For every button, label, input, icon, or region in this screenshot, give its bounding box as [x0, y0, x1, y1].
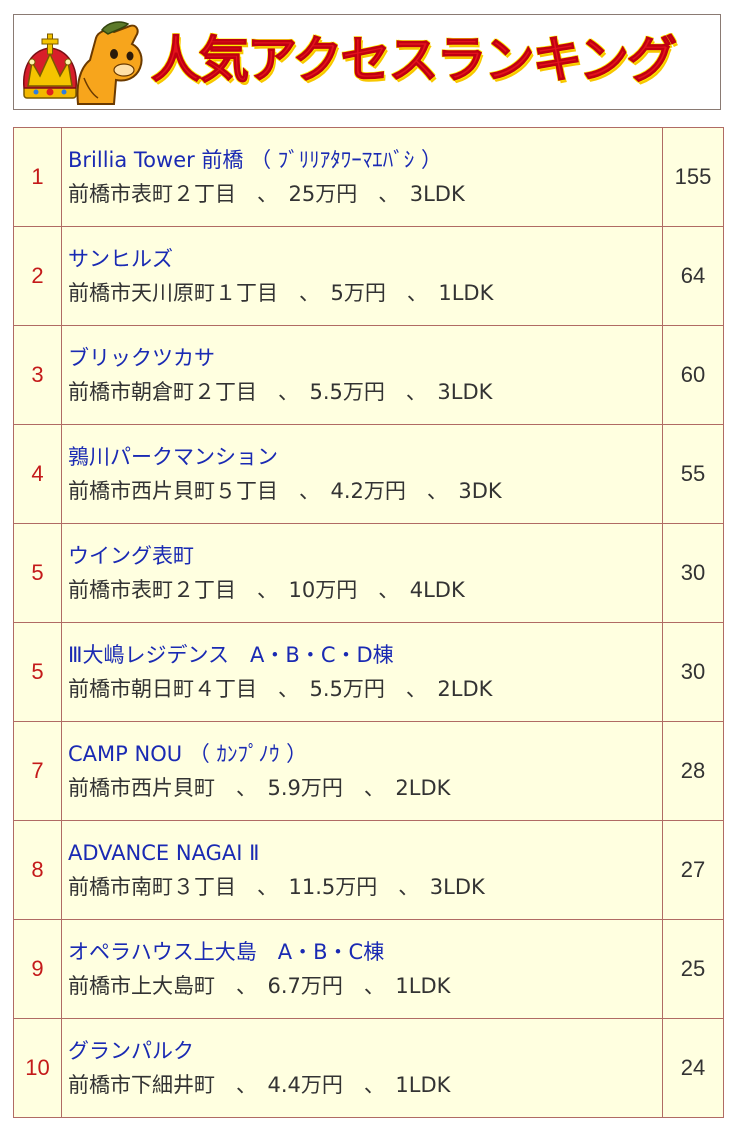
rank-number: 3 — [13, 325, 62, 425]
property-detail: 前橋市上大島町 、 6.7万円 、 1LDK — [68, 974, 451, 998]
ranking-row[interactable]: 8 ADVANCE NAGAI Ⅱ 前橋市南町３丁目 、 11.5万円 、 3LDK… — [13, 820, 724, 920]
ranking-table-body: 1 Brillia Tower 前橋 （ ﾌﾞﾘﾘｱﾀﾜｰﾏｴﾊﾞｼ ） 前橋市表町… — [13, 127, 724, 1118]
property-info-cell: グランパルク前橋市下細井町 、 4.4万円 、 1LDK — [61, 1018, 663, 1118]
access-count: 24 — [662, 1018, 724, 1118]
rank-number: 10 — [13, 1018, 62, 1118]
property-name-link[interactable]: オペラハウス上大島 A・B・C棟 — [68, 940, 385, 964]
property-info-cell: ADVANCE NAGAI Ⅱ 前橋市南町３丁目 、 11.5万円 、 3LDK — [61, 820, 663, 920]
property-info-cell: Brillia Tower 前橋 （ ﾌﾞﾘﾘｱﾀﾜｰﾏｴﾊﾞｼ ） 前橋市表町２… — [61, 127, 663, 227]
property-detail: 前橋市南町３丁目 、 11.5万円 、 3LDK — [68, 875, 485, 899]
access-count: 30 — [662, 523, 724, 623]
access-count: 64 — [662, 226, 724, 326]
rank-number: 2 — [13, 226, 62, 326]
property-name-link[interactable]: Ⅲ大嶋レジデンス A・B・C・D棟 — [68, 643, 394, 667]
property-name-link[interactable]: CAMP NOU （ ｶﾝﾌﾟﾉｳ ） — [68, 742, 308, 766]
property-detail: 前橋市下細井町 、 4.4万円 、 1LDK — [68, 1073, 451, 1097]
rank-number: 9 — [13, 919, 62, 1019]
ranking-banner: 人気アクセスランキング — [13, 14, 721, 110]
property-info-cell: CAMP NOU （ ｶﾝﾌﾟﾉｳ ） 前橋市西片貝町 、 5.9万円 、 2LD… — [61, 721, 663, 821]
ranking-table: 1 Brillia Tower 前橋 （ ﾌﾞﾘﾘｱﾀﾜｰﾏｴﾊﾞｼ ） 前橋市表町… — [13, 127, 724, 1118]
property-info-cell: ブリックツカサ前橋市朝倉町２丁目 、 5.5万円 、 3LDK — [61, 325, 663, 425]
property-info-cell: サンヒルズ前橋市天川原町１丁目 、 5万円 、 1LDK — [61, 226, 663, 326]
banner-title: 人気アクセスランキング — [151, 31, 678, 90]
property-detail: 前橋市朝日町４丁目 、 5.5万円 、 2LDK — [68, 677, 493, 701]
property-name-link[interactable]: ADVANCE NAGAI Ⅱ — [68, 841, 260, 865]
property-info-cell: Ⅲ大嶋レジデンス A・B・C・D棟前橋市朝日町４丁目 、 5.5万円 、 2LD… — [61, 622, 663, 722]
rank-number: 7 — [13, 721, 62, 821]
access-count: 155 — [662, 127, 724, 227]
property-info-cell: ウイング表町前橋市表町２丁目 、 10万円 、 4LDK — [61, 523, 663, 623]
ranking-row[interactable]: 2 サンヒルズ 前橋市天川原町１丁目 、 5万円 、 1LDK 64 — [13, 226, 724, 326]
access-count: 25 — [662, 919, 724, 1019]
property-name-link[interactable]: サンヒルズ — [68, 247, 173, 271]
property-detail: 前橋市西片貝町５丁目 、 4.2万円 、 3DK — [68, 479, 502, 503]
property-name-link[interactable]: ブリックツカサ — [68, 346, 215, 370]
ranking-row[interactable]: 7 CAMP NOU （ ｶﾝﾌﾟﾉｳ ） 前橋市西片貝町 、 5.9万円 、 2L… — [13, 721, 724, 821]
rank-number: 5 — [13, 523, 62, 623]
access-count: 55 — [662, 424, 724, 524]
ranking-row[interactable]: 10 グランパルク 前橋市下細井町 、 4.4万円 、 1LDK 24 — [13, 1018, 724, 1118]
rank-number: 8 — [13, 820, 62, 920]
access-count: 30 — [662, 622, 724, 722]
ranking-row[interactable]: 3 ブリックツカサ 前橋市朝倉町２丁目 、 5.5万円 、 3LDK 60 — [13, 325, 724, 425]
ranking-row[interactable]: 9 オペラハウス上大島 A・B・C棟 前橋市上大島町 、 6.7万円 、 1LDK 2… — [13, 919, 724, 1019]
property-name-link[interactable]: Brillia Tower 前橋 （ ﾌﾞﾘﾘｱﾀﾜｰﾏｴﾊﾞｼ ） — [68, 148, 442, 172]
property-detail: 前橋市天川原町１丁目 、 5万円 、 1LDK — [68, 281, 494, 305]
property-name-link[interactable]: グランパルク — [68, 1039, 194, 1063]
ranking-row[interactable]: 5 Ⅲ大嶋レジデンス A・B・C・D棟前橋市朝日町４丁目 、 5.5万円 、 2L… — [13, 622, 724, 722]
rank-number: 1 — [13, 127, 62, 227]
access-count: 60 — [662, 325, 724, 425]
crown-horse-mascot-icon — [23, 21, 143, 105]
property-info-cell: 鶉川パークマンション前橋市西片貝町５丁目 、 4.2万円 、 3DK — [61, 424, 663, 524]
ranking-row[interactable]: 5 ウイング表町 前橋市表町２丁目 、 10万円 、 4LDK 30 — [13, 523, 724, 623]
property-detail: 前橋市朝倉町２丁目 、 5.5万円 、 3LDK — [68, 380, 493, 404]
ranking-row[interactable]: 1 Brillia Tower 前橋 （ ﾌﾞﾘﾘｱﾀﾜｰﾏｴﾊﾞｼ ） 前橋市表町… — [13, 127, 724, 227]
property-info-cell: オペラハウス上大島 A・B・C棟前橋市上大島町 、 6.7万円 、 1LDK — [61, 919, 663, 1019]
property-detail: 前橋市表町２丁目 、 25万円 、 3LDK — [68, 182, 465, 206]
rank-number: 4 — [13, 424, 62, 524]
access-count: 27 — [662, 820, 724, 920]
access-count: 28 — [662, 721, 724, 821]
property-detail: 前橋市表町２丁目 、 10万円 、 4LDK — [68, 578, 465, 602]
property-detail: 前橋市西片貝町 、 5.9万円 、 2LDK — [68, 776, 451, 800]
rank-number: 5 — [13, 622, 62, 722]
property-name-link[interactable]: ウイング表町 — [68, 544, 194, 568]
property-name-link[interactable]: 鶉川パークマンション — [68, 445, 278, 469]
ranking-row[interactable]: 4 鶉川パークマンション 前橋市西片貝町５丁目 、 4.2万円 、 3DK 55 — [13, 424, 724, 524]
